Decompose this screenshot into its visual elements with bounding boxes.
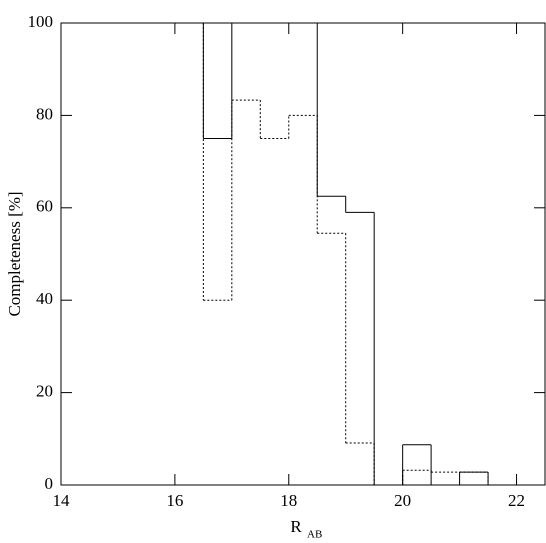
x-tick-label: 22 — [508, 491, 525, 510]
x-axis-label-subscript: AB — [307, 529, 322, 541]
y-tick-label: 60 — [36, 197, 53, 216]
x-tick-label: 20 — [394, 491, 411, 510]
y-tick-label: 0 — [45, 474, 54, 493]
y-tick-label: 80 — [36, 104, 53, 123]
y-tick-label: 100 — [28, 12, 54, 31]
y-axis-label: Completeness [%] — [5, 191, 24, 316]
x-tick-label: 18 — [280, 491, 297, 510]
plot-frame — [60, 22, 546, 486]
x-tick-label: 14 — [53, 491, 71, 510]
y-tick-label: 40 — [36, 289, 53, 308]
x-tick-label: 16 — [166, 491, 183, 510]
x-axis-label: R — [290, 517, 302, 536]
y-tick-label: 20 — [36, 382, 53, 401]
